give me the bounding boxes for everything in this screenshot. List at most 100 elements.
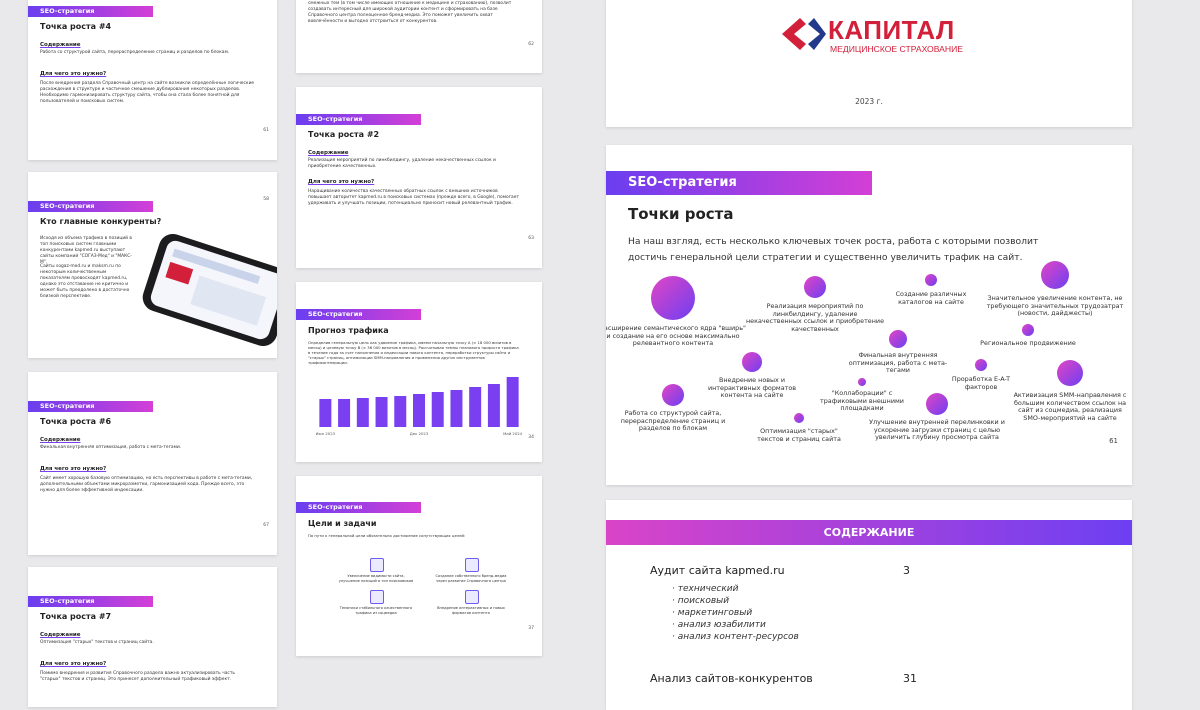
slide: SEO-стратегия Точка роста #6 Содержание Фин… — [28, 372, 277, 555]
toc-title: Аудит сайта kapmed.ru — [650, 564, 785, 577]
slide-title: Точка роста #4 — [40, 22, 112, 31]
paragraph: Оптимизация "старых" текстов и страниц с… — [40, 640, 154, 645]
year: 2023 г. — [855, 97, 883, 106]
toc-page: 3 — [903, 564, 910, 577]
page-number: 37 — [528, 626, 534, 631]
slide: SEO-стратегия Точки роста На наш взгляд,… — [606, 145, 1132, 485]
paragraph: После внедрения раздела Справочный центр… — [40, 81, 255, 104]
paragraph: Наращивание количества качественных обра… — [308, 189, 519, 206]
bar — [375, 397, 388, 427]
intro: На наш взгляд, есть несколько ключевых т… — [628, 236, 1039, 263]
slide-title: Точка роста #2 — [308, 130, 380, 139]
point-label: "Коллаборации" с трафиковыми внешними пл… — [820, 389, 904, 413]
logo-subtitle: МЕДИЦИНСКОЕ СТРАХОВАНИЕ — [830, 44, 964, 54]
slide: непосредственное отношение к тематике ОМ… — [296, 0, 542, 73]
toc-title: Анализ сайтов-конкурентов — [650, 672, 813, 685]
toc-subitem: · поисковый — [672, 596, 730, 606]
badge: SEO-стратегия — [28, 596, 153, 607]
slide: SEO-стратегия Прогноз трафика Определив … — [296, 282, 542, 462]
slide: СОДЕРЖАНИЕ Аудит сайта kapmed.ru 3 · техни… — [606, 500, 1132, 710]
goal-text: Тематики стабильного качественного трафи… — [339, 606, 413, 615]
axis-label: Июн 2023 — [315, 431, 336, 436]
slide-title: Кто главные конкуренты? — [40, 217, 162, 226]
toc-subitem: · анализ контент-ресурсов — [672, 632, 799, 642]
bar — [413, 394, 425, 427]
bubble — [1057, 360, 1083, 386]
logo-text: КАПИТАЛ — [828, 15, 955, 45]
goal-text: Увеличение видимости сайта, улучшение по… — [338, 574, 414, 583]
badge: SEO-стратегия — [296, 309, 421, 320]
goal-icon — [370, 590, 384, 604]
paragraph: Определив генеральную цель как удвоение … — [308, 340, 519, 365]
paragraph: Реализация мероприятий по линкбилдингу, … — [308, 158, 496, 169]
bar — [431, 392, 444, 427]
bubble — [1022, 324, 1034, 336]
point-label: Улучшение внутренней перелинковки и уско… — [869, 418, 1005, 442]
phone-screen — [148, 238, 277, 342]
axis-label: Май 2024 — [503, 431, 523, 436]
slide: SEO-стратегия Цели и задачи По пути к ге… — [296, 476, 542, 656]
point-label: Реализация мероприятий по линкбилдингу, … — [745, 302, 885, 333]
page-number: 62 — [528, 42, 534, 47]
point-label: Активизация SMM-направления с большим ко… — [1013, 391, 1127, 422]
point-label: Финальная внутренняя оптимизация, работа… — [848, 351, 948, 375]
slide: SEO-стратегия Точка роста #7 Содержание Опт… — [28, 567, 277, 707]
badge: SEO-стратегия — [28, 6, 153, 17]
heading: Содержание — [308, 150, 349, 156]
paragraph: непосредственное отношение к тематике ОМ… — [308, 1, 512, 24]
badge: SEO-стратегия — [606, 171, 872, 195]
bubbles — [651, 261, 1083, 423]
toc-page: 31 — [903, 672, 917, 685]
toc-subitem: · маркетинговый — [672, 608, 753, 618]
point-label: Значительное увеличение контента, не тре… — [986, 294, 1124, 318]
contents-header: СОДЕРЖАНИЕ — [606, 520, 1132, 545]
slide-title: Точка роста #6 — [40, 417, 112, 426]
bubble — [858, 378, 866, 386]
bubble — [1041, 261, 1069, 289]
point-label: Региональное продвижение — [980, 339, 1076, 347]
page-number: 67 — [263, 523, 269, 528]
phone — [139, 230, 277, 350]
paragraph: По пути к генеральной цели обязательно д… — [308, 533, 466, 538]
page-number: 61 — [263, 128, 269, 133]
bar — [338, 399, 351, 427]
slide: SEO-стратегия Точка роста #4 Содержание Раб… — [28, 0, 277, 160]
toc-subitem: · анализ юзабилити — [672, 620, 766, 630]
bar — [394, 396, 407, 427]
bubble — [662, 384, 684, 406]
paragraph: Помимо внедрения и развития Справочного … — [40, 671, 235, 682]
goal-icon — [465, 558, 479, 572]
page-number: 61 — [1109, 437, 1118, 445]
phone-logo — [165, 261, 194, 285]
axis-label: Дек 2023 — [409, 431, 429, 436]
badge: SEO-стратегия — [28, 201, 153, 212]
point-label: Проработка E-A-T факторов — [951, 375, 1011, 391]
page: SEO-стратегия Точка роста #4 Содержание Раб… — [28, 0, 1132, 710]
heading: Содержание — [40, 42, 81, 48]
heading: Для чего это нужно? — [40, 661, 107, 667]
bubble — [742, 352, 762, 372]
bubble — [926, 393, 948, 415]
goal-icon — [370, 558, 384, 572]
paragraph: Работа со структурой сайта, перераспреде… — [40, 50, 230, 55]
paragraph: Финальная внутренняя оптимизация, работа… — [40, 445, 182, 450]
slide-title: Точки роста — [628, 205, 734, 223]
badge: SEO-стратегия — [28, 401, 153, 412]
bubble — [889, 330, 907, 348]
logo-mark — [782, 18, 826, 50]
slide: КАПИТАЛ МЕДИЦИНСКОЕ СТРАХОВАНИЕ 2023 г. — [606, 0, 1132, 127]
heading: Содержание — [40, 437, 81, 443]
bar — [487, 384, 500, 427]
point-label: Расширение семантического ядра "вширь" и… — [606, 324, 746, 348]
bar — [356, 398, 369, 427]
heading: Для чего это нужно? — [40, 466, 107, 472]
heading: Для чего это нужно? — [308, 179, 375, 185]
toc-subitem: · технический — [672, 584, 739, 594]
point-label: Работа со структурой сайта, перераспреде… — [620, 409, 726, 433]
slide-title: Прогноз трафика — [308, 326, 389, 335]
goal-text: Внедрение интерактивных и новых форматов… — [437, 606, 505, 615]
badge: SEO-стратегия — [296, 502, 421, 513]
point-label: Оптимизация "старых" текстов и страниц с… — [757, 427, 841, 443]
point-label: Создание различных каталогов на сайте — [895, 290, 967, 306]
page-number: 58 — [263, 197, 269, 202]
